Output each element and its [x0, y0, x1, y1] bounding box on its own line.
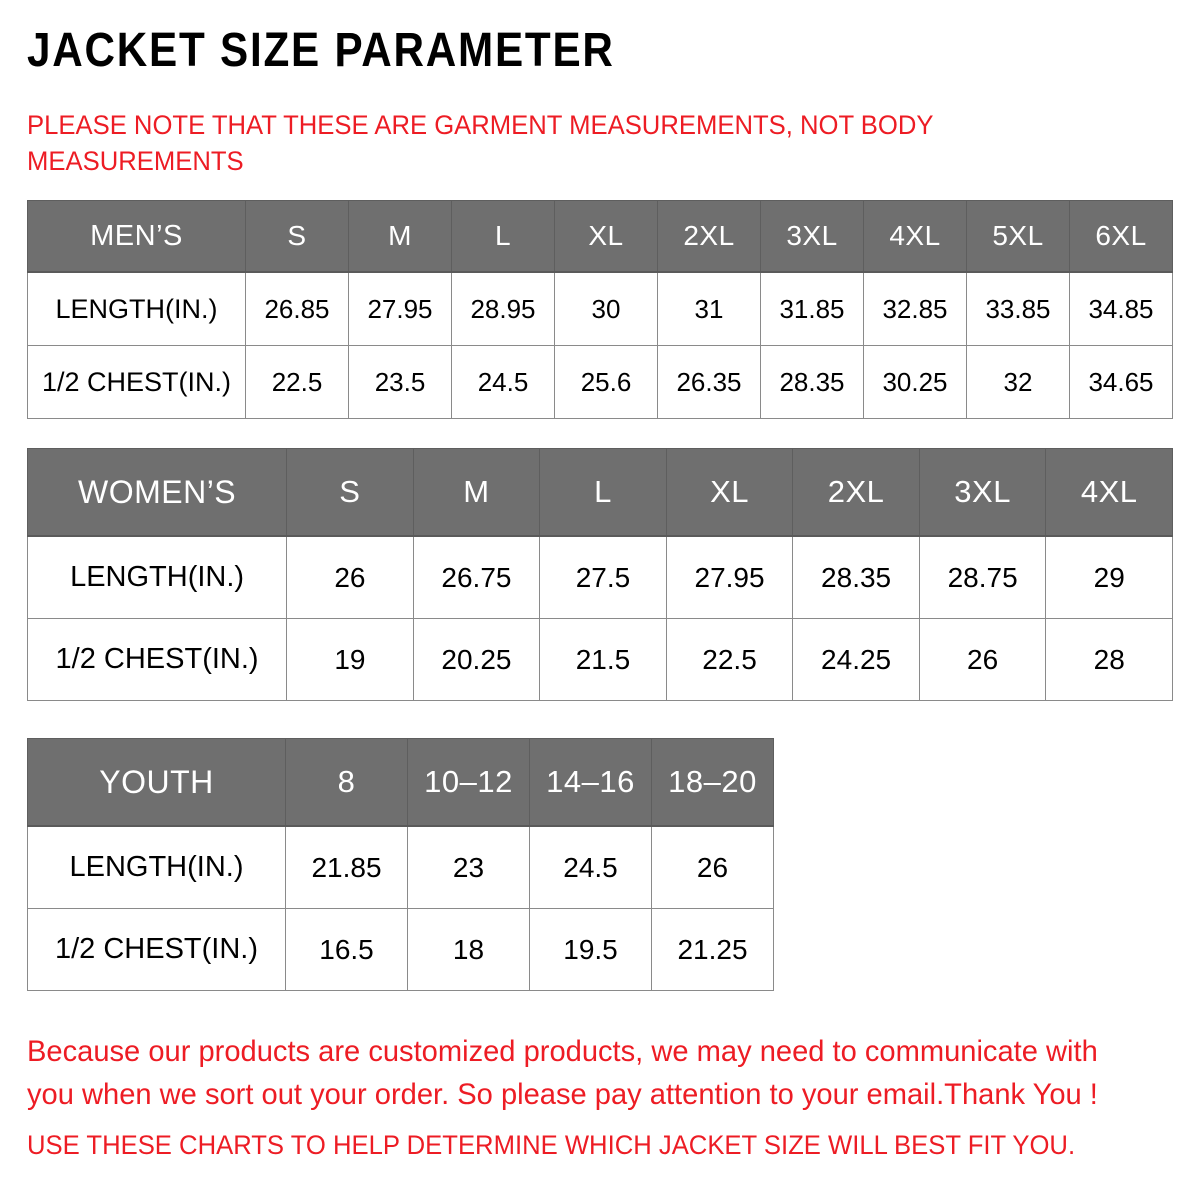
- mens-chest-6xl: 34.65: [1069, 345, 1173, 419]
- chart-usage-note: USE THESE CHARTS TO HELP DETERMINE WHICH…: [27, 1130, 1076, 1160]
- womens-size-col-2xl: 2XL: [792, 448, 920, 537]
- mens-length-xl: 30: [554, 271, 658, 346]
- table-row: LENGTH(IN.) 21.85 23 24.5 26: [27, 825, 774, 909]
- womens-length-xl: 27.95: [665, 535, 794, 619]
- mens-size-col-m: M: [348, 200, 452, 273]
- womens-chest-xl: 22.5: [665, 618, 794, 701]
- mens-size-col-3xl: 3XL: [760, 200, 864, 273]
- youth-length-10-12: 23: [407, 825, 530, 909]
- youth-length-8: 21.85: [285, 825, 408, 909]
- mens-row-label-chest: 1/2 CHEST(IN.): [27, 345, 246, 419]
- womens-size-col-s: S: [286, 448, 414, 537]
- mens-chest-xl: 25.6: [554, 345, 658, 419]
- mens-length-5xl: 33.85: [966, 271, 1070, 346]
- table-row: 1/2 CHEST(IN.) 22.5 23.5 24.5 25.6 26.35…: [27, 345, 1173, 419]
- customization-note: Because our products are customized prod…: [27, 1035, 1098, 1111]
- table-row: LENGTH(IN.) 26 26.75 27.5 27.95 28.35 28…: [26, 535, 1173, 619]
- mens-table-head: MEN’S S M L XL 2XL 3XL 4XL 5XL 6XL: [27, 200, 1173, 273]
- page-title: JACKET SIZE PARAMETER: [27, 24, 615, 77]
- womens-length-3xl: 28.75: [918, 535, 1047, 619]
- table-header-row: MEN’S S M L XL 2XL 3XL 4XL 5XL 6XL: [27, 200, 1173, 273]
- youth-length-18-20: 26: [651, 825, 774, 909]
- mens-size-col-xl: XL: [554, 200, 658, 273]
- mens-length-6xl: 34.85: [1069, 271, 1173, 346]
- youth-chest-18-20: 21.25: [651, 908, 774, 991]
- youth-chest-10-12: 18: [407, 908, 530, 991]
- womens-chest-s: 19: [286, 618, 414, 701]
- womens-size-col-3xl: 3XL: [918, 448, 1047, 537]
- womens-length-2xl: 28.35: [792, 535, 920, 619]
- mens-length-4xl: 32.85: [863, 271, 967, 346]
- womens-length-l: 27.5: [539, 535, 667, 619]
- mens-size-col-l: L: [451, 200, 555, 273]
- youth-size-col-18-20: 18–20: [651, 738, 774, 827]
- mens-size-col-s: S: [245, 200, 349, 273]
- youth-row-label-chest: 1/2 CHEST(IN.): [27, 908, 286, 991]
- youth-header-label: YOUTH: [27, 738, 286, 827]
- youth-row-label-length: LENGTH(IN.): [27, 825, 286, 909]
- table-row: LENGTH(IN.) 26.85 27.95 28.95 30 31 31.8…: [27, 271, 1173, 346]
- mens-table-body: LENGTH(IN.) 26.85 27.95 28.95 30 31 31.8…: [27, 271, 1173, 419]
- mens-chest-3xl: 28.35: [760, 345, 864, 419]
- table-header-row: WOMEN’S S M L XL 2XL 3XL 4XL: [26, 448, 1173, 537]
- table-row: 1/2 CHEST(IN.) 16.5 18 19.5 21.25: [27, 908, 774, 991]
- womens-chest-m: 20.25: [412, 618, 541, 701]
- womens-size-col-4xl: 4XL: [1045, 448, 1173, 537]
- mens-size-table: MEN’S S M L XL 2XL 3XL 4XL 5XL 6XL LENGT…: [27, 200, 1173, 419]
- womens-length-s: 26: [286, 535, 414, 619]
- womens-size-col-xl: XL: [665, 448, 794, 537]
- womens-row-label-chest: 1/2 CHEST(IN.): [26, 618, 288, 701]
- womens-chest-2xl: 24.25: [792, 618, 920, 701]
- mens-length-2xl: 31: [657, 271, 761, 346]
- table-row: 1/2 CHEST(IN.) 19 20.25 21.5 22.5 24.25 …: [26, 618, 1173, 701]
- youth-chest-14-16: 19.5: [529, 908, 652, 991]
- youth-size-col-8: 8: [285, 738, 408, 827]
- table-header-row: YOUTH 8 10–12 14–16 18–20: [27, 738, 774, 827]
- mens-size-col-6xl: 6XL: [1069, 200, 1173, 273]
- womens-chest-3xl: 26: [918, 618, 1047, 701]
- youth-table-head: YOUTH 8 10–12 14–16 18–20: [27, 738, 774, 827]
- womens-length-m: 26.75: [412, 535, 541, 619]
- womens-size-table: WOMEN’S S M L XL 2XL 3XL 4XL LENGTH(IN.)…: [26, 448, 1173, 701]
- youth-size-col-10-12: 10–12: [407, 738, 530, 827]
- mens-size-col-5xl: 5XL: [966, 200, 1070, 273]
- mens-chest-4xl: 30.25: [863, 345, 967, 419]
- mens-length-s: 26.85: [245, 271, 349, 346]
- garment-measurement-note: PLEASE NOTE THAT THESE ARE GARMENT MEASU…: [27, 110, 934, 176]
- mens-row-label-length: LENGTH(IN.): [27, 271, 246, 346]
- mens-size-col-4xl: 4XL: [863, 200, 967, 273]
- mens-chest-2xl: 26.35: [657, 345, 761, 419]
- youth-chest-8: 16.5: [285, 908, 408, 991]
- womens-size-col-l: L: [539, 448, 667, 537]
- womens-chest-l: 21.5: [539, 618, 667, 701]
- womens-chest-4xl: 28: [1045, 618, 1173, 701]
- mens-length-m: 27.95: [348, 271, 452, 346]
- mens-header-label: MEN’S: [27, 200, 246, 273]
- mens-chest-s: 22.5: [245, 345, 349, 419]
- youth-table-body: LENGTH(IN.) 21.85 23 24.5 26 1/2 CHEST(I…: [27, 825, 774, 991]
- mens-length-3xl: 31.85: [760, 271, 864, 346]
- youth-size-col-14-16: 14–16: [529, 738, 652, 827]
- womens-length-4xl: 29: [1045, 535, 1173, 619]
- womens-table-head: WOMEN’S S M L XL 2XL 3XL 4XL: [26, 448, 1173, 537]
- mens-size-col-2xl: 2XL: [657, 200, 761, 273]
- youth-length-14-16: 24.5: [529, 825, 652, 909]
- womens-table-body: LENGTH(IN.) 26 26.75 27.5 27.95 28.35 28…: [26, 535, 1173, 701]
- mens-chest-m: 23.5: [348, 345, 452, 419]
- womens-size-col-m: M: [412, 448, 541, 537]
- mens-length-l: 28.95: [451, 271, 555, 346]
- mens-chest-5xl: 32: [966, 345, 1070, 419]
- mens-chest-l: 24.5: [451, 345, 555, 419]
- womens-header-label: WOMEN’S: [26, 448, 288, 537]
- womens-row-label-length: LENGTH(IN.): [26, 535, 288, 619]
- youth-size-table: YOUTH 8 10–12 14–16 18–20 LENGTH(IN.) 21…: [27, 738, 774, 991]
